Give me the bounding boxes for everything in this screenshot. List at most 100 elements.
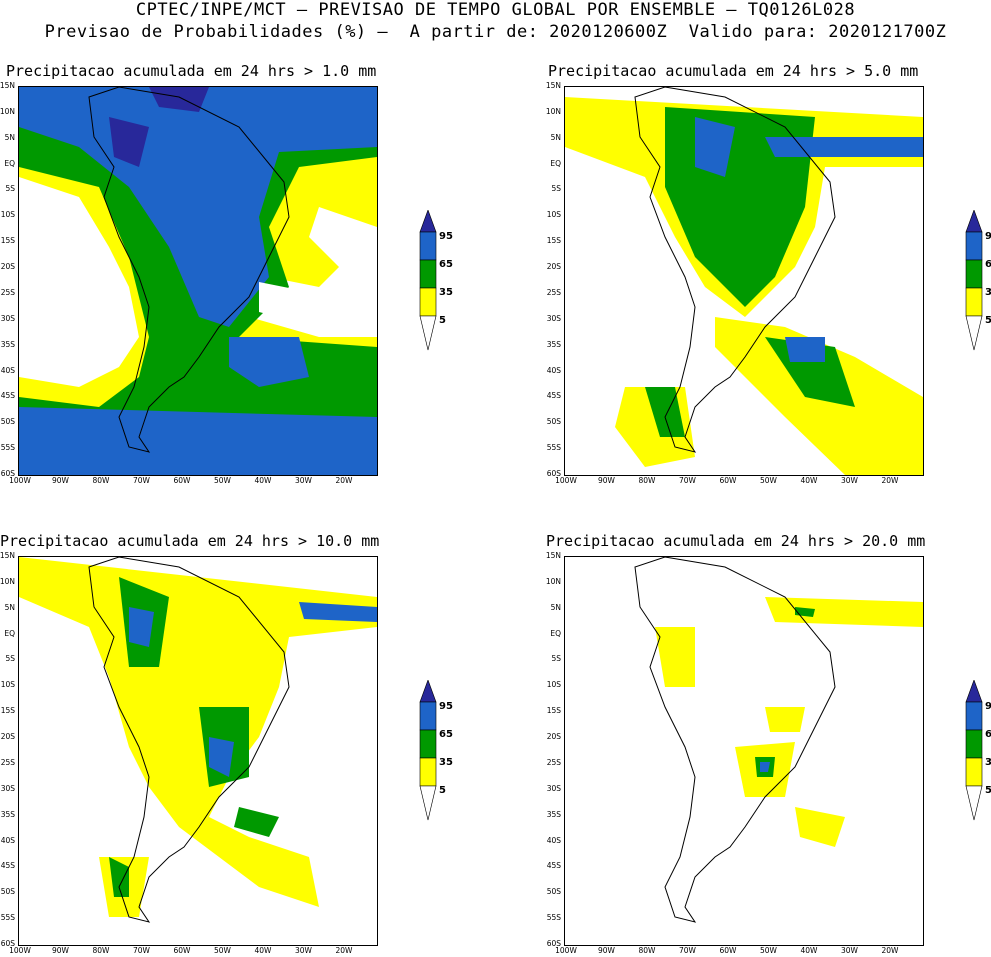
panel-1-lat-label: 60S xyxy=(0,469,15,478)
panel-1-lat-label: 5N xyxy=(4,132,15,142)
legend-2-label-35: 35 xyxy=(985,287,991,298)
legend-1-label-95: 95 xyxy=(439,231,453,242)
panel-2-lon-label: 30W xyxy=(841,476,858,485)
panel-2-field xyxy=(565,87,923,475)
panel-1-lat-label: 10S xyxy=(0,210,15,220)
panel-4-lat-label: 15S xyxy=(546,706,561,716)
panel-3-lat-label: 15S xyxy=(0,706,15,716)
panel-3-lat-label: EQ xyxy=(4,628,15,638)
chart-title-line1: CPTEC/INPE/MCT — PREVISAO DE TEMPO GLOBA… xyxy=(135,0,856,20)
panel-4-title: Precipitacao acumulada em 24 hrs > 20.0 … xyxy=(546,532,926,550)
panel-4-lat-label: 45S xyxy=(546,861,561,871)
panel-1-title: Precipitacao acumulada em 24 hrs > 1.0 m… xyxy=(6,62,377,80)
panel-2-lon-label: 70W xyxy=(679,476,696,485)
legend-2: 95 65 35 5 xyxy=(964,209,991,355)
panel-4-lat-label: EQ xyxy=(550,628,561,638)
panel-3-lon-label: 70W xyxy=(133,946,150,955)
legend-1-colorbar xyxy=(419,209,437,351)
legend-3-label-95: 95 xyxy=(439,701,453,712)
panel-4-lat-label: 20S xyxy=(546,732,561,742)
panel-4-lat-label: 50S xyxy=(546,887,561,897)
panel-1-lon-label: 90W xyxy=(52,476,69,485)
panel-1-lon-label: 100W xyxy=(9,476,31,485)
panel-3-map xyxy=(18,556,378,946)
legend-4-label-5: 5 xyxy=(985,785,991,796)
panel-4-lon-label: 20W xyxy=(881,946,899,955)
panel-1-lon-label: 40W xyxy=(254,476,272,485)
legend-3: 95 65 35 5 xyxy=(418,679,462,825)
panel-3-lat-label: 5S xyxy=(5,654,15,664)
panel-1-map xyxy=(18,86,378,476)
panel-3-lat-label: 5N xyxy=(4,602,15,612)
panel-1-lat-label: 20S xyxy=(0,262,15,272)
panel-3-lat-label: 25S xyxy=(0,757,15,767)
panel-3-lat-label: 10N xyxy=(0,576,15,586)
panel-4-lat-label: 10N xyxy=(545,576,561,586)
panel-1-lon-label: 70W xyxy=(133,476,150,485)
panel-4-lat-label: 35S xyxy=(546,809,561,819)
panel-1-lon-label: 30W xyxy=(295,476,312,485)
panel-4-lon-label: 70W xyxy=(679,946,696,955)
panel-3-lon-label: 100W xyxy=(9,946,31,955)
legend-2-label-5: 5 xyxy=(985,315,991,326)
panel-4-lat-label: 5N xyxy=(550,602,561,612)
legend-1-label-35: 35 xyxy=(439,287,453,298)
panel-1-lat-label: 45S xyxy=(0,391,15,401)
panel-3-lon-label: 90W xyxy=(52,946,69,955)
legend-1-label-65: 65 xyxy=(439,259,453,270)
panel-2-lat-label: 60S xyxy=(546,469,561,478)
panel-3-lat-label: 35S xyxy=(0,809,15,819)
panel-3-lat-label: 30S xyxy=(0,783,15,793)
legend-4-label-35: 35 xyxy=(985,757,991,768)
panel-2-lon-label: 20W xyxy=(881,476,899,485)
legend-1-label-5: 5 xyxy=(439,315,446,326)
panel-2-lat-label: 35S xyxy=(546,339,561,349)
panel-1-lat-label: 5S xyxy=(5,184,15,194)
panel-4-lat-label: 60S xyxy=(546,939,561,948)
panel-3-lon-label: 20W xyxy=(335,946,353,955)
panel-1-lon-label: 80W xyxy=(92,476,110,485)
panel-4-lat-label: 25S xyxy=(546,757,561,767)
panel-1-lon-label: 50W xyxy=(214,476,231,485)
panel-3-lat-label: 10S xyxy=(0,680,15,690)
panel-4-lon-label: 30W xyxy=(841,946,858,955)
panel-3-lat-label: 55S xyxy=(0,913,15,923)
panel-2-lat-label: EQ xyxy=(550,158,561,168)
panel-3-lon-label: 80W xyxy=(92,946,110,955)
panel-2-lon-label: 100W xyxy=(555,476,577,485)
panel-1-lat-label: EQ xyxy=(4,158,15,168)
panel-1-lat-label: 35S xyxy=(0,339,15,349)
panel-3-lat-label: 60S xyxy=(0,939,15,948)
chart-title-line2: Previsao de Probabilidades (%) — A parti… xyxy=(44,22,947,42)
panel-2-lat-label: 20S xyxy=(546,262,561,272)
panel-2-lon-label: 60W xyxy=(719,476,737,485)
panel-4-lat-label: 40S xyxy=(546,835,561,845)
panel-4-field xyxy=(565,557,923,945)
panel-1-lat-label: 55S xyxy=(0,443,15,453)
legend-2-label-95: 95 xyxy=(985,231,991,242)
panel-3-lon-label: 40W xyxy=(254,946,272,955)
panel-1-lat-label: 15N xyxy=(0,81,15,90)
panel-2-map xyxy=(564,86,924,476)
panel-2-lon-label: 40W xyxy=(800,476,818,485)
panel-2-lat-label: 30S xyxy=(546,313,561,323)
panel-4-lon-label: 90W xyxy=(598,946,615,955)
panel-4-lat-label: 10S xyxy=(546,680,561,690)
panel-2-lon-label: 50W xyxy=(760,476,777,485)
panel-3-lon-label: 60W xyxy=(173,946,191,955)
panel-1-lat-label: 25S xyxy=(0,287,15,297)
panel-4-map xyxy=(564,556,924,946)
panel-2-title: Precipitacao acumulada em 24 hrs > 5.0 m… xyxy=(548,62,919,80)
panel-2-lat-label: 15N xyxy=(545,81,561,90)
legend-3-label-35: 35 xyxy=(439,757,453,768)
panel-2-lat-label: 10S xyxy=(546,210,561,220)
panel-4-lat-label: 30S xyxy=(546,783,561,793)
panel-3-lat-label: 40S xyxy=(0,835,15,845)
panel-3-lat-label: 20S xyxy=(0,732,15,742)
panel-2-lon-label: 90W xyxy=(598,476,615,485)
legend-1: 95 65 35 5 xyxy=(418,209,462,355)
panel-1-lat-label: 10N xyxy=(0,106,15,116)
panel-4-lat-label: 5S xyxy=(551,654,561,664)
legend-3-label-5: 5 xyxy=(439,785,446,796)
panel-3-field xyxy=(19,557,377,945)
